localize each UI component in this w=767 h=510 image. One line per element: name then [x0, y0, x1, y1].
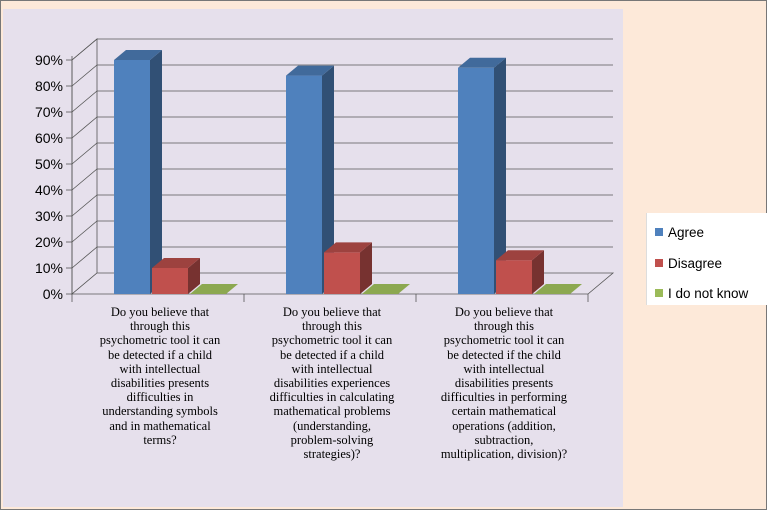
- bar-i-do-not-know: [362, 284, 410, 294]
- bar-top: [362, 284, 410, 294]
- bar-agree: [286, 65, 334, 294]
- y-tick-label: 0%: [43, 286, 63, 302]
- y-axis-ticks: 0% 10% 20% 30% 40% 50% 60% 70% 80% 90%: [35, 52, 589, 302]
- gridline: [71, 142, 613, 165]
- bar-side: [150, 50, 162, 294]
- bar-disagree: [496, 250, 544, 294]
- bar-disagree: [324, 242, 372, 294]
- y-tick-label: 50%: [35, 156, 63, 172]
- gridlines: [71, 38, 613, 269]
- y-tick-label: 90%: [35, 52, 63, 68]
- legend-item-disagree: Disagree: [655, 254, 722, 272]
- gridline: [71, 90, 613, 113]
- y-tick-label: 40%: [35, 182, 63, 198]
- y-tick-label: 70%: [35, 104, 63, 120]
- y-tick-label: 10%: [35, 260, 63, 276]
- bars: [114, 50, 582, 294]
- bar-front: [114, 60, 150, 294]
- bar-top: [286, 65, 334, 76]
- legend-swatch-disagree: [655, 259, 663, 267]
- gridline: [71, 246, 613, 269]
- gridline: [71, 220, 613, 243]
- y-tick-label: 80%: [35, 78, 63, 94]
- legend-swatch-agree: [655, 228, 663, 236]
- bar-i-do-not-know: [190, 284, 238, 294]
- bar-top: [152, 258, 200, 268]
- legend-label-disagree: Disagree: [668, 255, 723, 271]
- bar-side: [532, 250, 544, 294]
- legend: Agree Disagree I do not know: [646, 213, 767, 305]
- bar-top: [190, 284, 238, 294]
- y-tick-label: 20%: [35, 234, 63, 250]
- y-tick-label: 60%: [35, 130, 63, 146]
- legend-swatch-do-not-know: [655, 289, 663, 297]
- category-label-1: Do you believe that through this psychom…: [99, 305, 221, 447]
- gridline: [71, 64, 613, 87]
- bar-i-do-not-know: [534, 284, 582, 294]
- bar-side: [188, 258, 200, 294]
- bar-side: [322, 65, 334, 294]
- bar-top: [496, 250, 544, 261]
- bar-agree: [114, 50, 162, 294]
- bar-side: [494, 57, 506, 294]
- gridline: [71, 116, 613, 139]
- bar-front: [152, 268, 188, 294]
- bar-front: [286, 75, 322, 294]
- side-wall: [71, 38, 98, 295]
- legend-item-do-not-know: I do not know: [655, 284, 748, 302]
- bar-front: [324, 252, 360, 294]
- bar-top: [114, 50, 162, 60]
- category-label-3: Do you believe that through this psychom…: [440, 305, 568, 462]
- y-tick-label: 30%: [35, 208, 63, 224]
- gridline: [71, 38, 613, 61]
- gridline: [71, 168, 613, 191]
- bar-top: [324, 242, 372, 253]
- category-label-2: Do you believe that through this psychom…: [269, 305, 395, 462]
- legend-label-do-not-know: I do not know: [668, 285, 749, 301]
- legend-item-agree: Agree: [655, 223, 704, 241]
- bar-disagree: [152, 258, 200, 294]
- bar-side: [360, 242, 372, 294]
- gridline: [71, 194, 613, 217]
- legend-label-agree: Agree: [668, 224, 705, 240]
- back-wall: [97, 39, 613, 273]
- bar-agree: [458, 57, 506, 294]
- bar-front: [496, 260, 532, 294]
- bar-top: [534, 284, 582, 294]
- bar-front: [458, 67, 494, 294]
- bar-top: [458, 57, 506, 68]
